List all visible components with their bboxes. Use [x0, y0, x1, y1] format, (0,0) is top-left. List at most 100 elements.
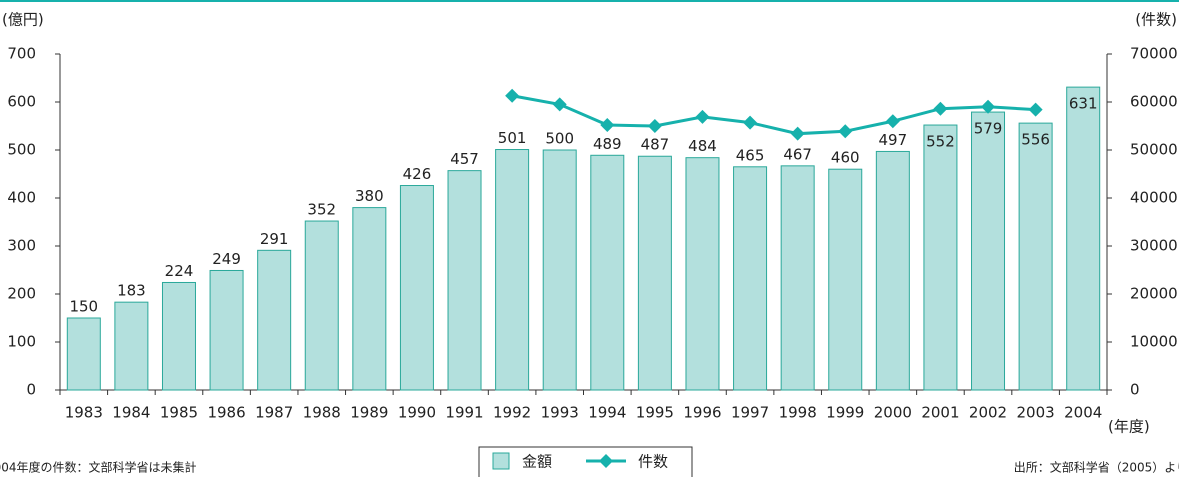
legend-box	[478, 446, 693, 477]
bar	[66, 317, 101, 391]
value-label: 487	[641, 136, 670, 154]
legend-label: 件数	[638, 453, 668, 471]
bar	[828, 168, 863, 391]
bar	[114, 301, 149, 391]
y-tick-label: 400	[7, 189, 36, 207]
x-tick-label: 1990	[398, 404, 436, 422]
value-label: 556	[1021, 131, 1050, 149]
value-label: 224	[165, 262, 194, 280]
x-tick-label: 1992	[493, 404, 531, 422]
x-tick-label: 2004	[1064, 404, 1102, 422]
legend-label: 金額	[522, 453, 552, 471]
x-axis-label: (年度)	[1108, 418, 1150, 436]
y2-tick-label: 0	[1130, 381, 1140, 399]
marker	[790, 126, 805, 141]
bar	[685, 157, 720, 391]
x-tick-label: 1984	[112, 404, 150, 422]
x-tick-label: 1996	[683, 404, 721, 422]
y2-tick-label: 60000	[1130, 93, 1178, 111]
value-label: 352	[307, 201, 336, 219]
value-label: 501	[498, 129, 527, 147]
bar	[257, 249, 292, 391]
marker	[933, 101, 948, 116]
line	[511, 94, 1036, 136]
y-tick-label: 100	[7, 333, 36, 351]
value-label: 457	[450, 150, 479, 168]
value-label: 484	[688, 137, 717, 155]
bar	[590, 154, 625, 391]
marker	[600, 118, 615, 133]
y2-tick-label: 30000	[1130, 237, 1178, 255]
value-label: 489	[593, 135, 622, 153]
bar	[637, 155, 672, 391]
value-label: 467	[783, 145, 812, 163]
bar	[209, 269, 244, 391]
bar	[542, 149, 577, 391]
value-label: 500	[545, 130, 574, 148]
x-tick-label: 2000	[874, 404, 912, 422]
x-tick-label: 1998	[779, 404, 817, 422]
x-tick-label: 1989	[350, 404, 388, 422]
marker	[981, 99, 996, 114]
bar	[495, 149, 530, 391]
value-label: 183	[117, 282, 146, 300]
marker	[505, 88, 520, 103]
bar	[447, 170, 482, 391]
x-tick-label: 2001	[921, 404, 959, 422]
marker	[695, 109, 710, 124]
bar	[1018, 122, 1053, 391]
marker	[885, 114, 900, 129]
y-tick-label: 600	[7, 93, 36, 111]
value-label: 465	[736, 146, 765, 164]
x-tick-label: 1994	[588, 404, 626, 422]
bar	[780, 165, 815, 391]
value-label: 380	[355, 187, 384, 205]
marker	[743, 115, 758, 130]
value-label: 249	[212, 250, 241, 268]
value-label: 426	[403, 165, 432, 183]
value-label: 579	[974, 120, 1003, 138]
x-tick-label: 1988	[303, 404, 341, 422]
x-tick-label: 1986	[207, 404, 245, 422]
value-label: 291	[260, 230, 289, 248]
value-label: 150	[69, 298, 98, 316]
bar	[161, 281, 196, 391]
x-tick-label: 1999	[826, 404, 864, 422]
x-tick-label: 2002	[969, 404, 1007, 422]
note: 出所：文部科学省（2005）より	[1014, 460, 1179, 475]
y-tick-label: 200	[7, 285, 36, 303]
value-label: 460	[831, 149, 860, 167]
bar	[923, 124, 958, 391]
value-label: 497	[879, 131, 908, 149]
y2-axis-label: (件数)	[1135, 11, 1177, 29]
x-tick-label: 1993	[541, 404, 579, 422]
note: 2004年度の件数：文部科学省は未集計	[0, 460, 197, 475]
marker	[647, 119, 662, 133]
marker	[1028, 102, 1043, 117]
x-tick-label: 1997	[731, 404, 769, 422]
y2-tick-label: 70000	[1130, 45, 1178, 63]
bar	[304, 220, 339, 391]
marker	[838, 124, 853, 139]
bar	[352, 207, 387, 391]
y-tick-label: 300	[7, 237, 36, 255]
legend-swatch	[492, 452, 510, 470]
y-tick-label: 500	[7, 141, 36, 159]
bar	[971, 111, 1006, 391]
x-tick-label: 1991	[445, 404, 483, 422]
legend-swatch	[599, 454, 613, 468]
y2-tick-label: 50000	[1130, 141, 1178, 159]
x-tick-label: 2003	[1017, 404, 1055, 422]
y2-tick-label: 10000	[1130, 333, 1178, 351]
value-label: 552	[926, 133, 955, 151]
x-tick-label: 1983	[65, 404, 103, 422]
y2-tick-label: 20000	[1130, 285, 1178, 303]
y-tick-label: 0	[26, 381, 36, 399]
bar	[733, 166, 768, 391]
bar	[399, 185, 434, 391]
x-tick-label: 1987	[255, 404, 293, 422]
value-label: 631	[1069, 95, 1098, 113]
y-tick-label: 700	[7, 45, 36, 63]
marker	[552, 97, 567, 112]
